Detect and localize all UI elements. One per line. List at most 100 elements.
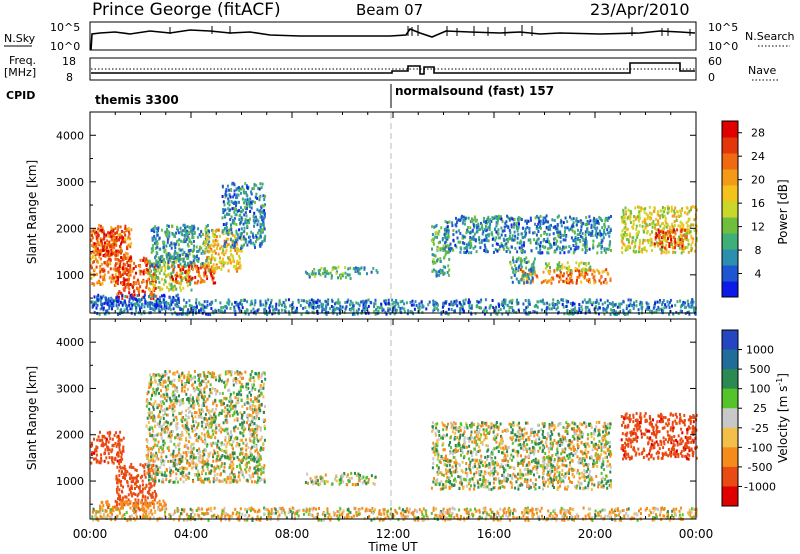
power-echo-cell [366, 272, 368, 276]
power-echo-cell [628, 215, 630, 219]
power-echo-cell [484, 234, 487, 238]
power-echo-cell [144, 271, 147, 274]
power-echo-cell [679, 224, 682, 228]
power-colorbar-swatch [722, 217, 738, 234]
power-echo-cell [157, 263, 160, 267]
power-echo-cell [608, 231, 611, 234]
power-echo-cell [644, 221, 646, 225]
power-echo-cell [235, 231, 238, 235]
velocity-echo-cell [138, 486, 140, 489]
power-echo-cell [100, 296, 103, 300]
velocity-echo-cell [145, 484, 148, 488]
power-echo-cell [239, 264, 242, 268]
power-echo-cell [578, 303, 581, 306]
power-echo-cell [236, 242, 239, 246]
power-echo-cell [539, 299, 542, 303]
velocity-echo-cell [184, 428, 187, 432]
power-echo-cell [607, 231, 610, 235]
power-echo-cell [559, 278, 562, 282]
power-echo-cell [330, 276, 333, 280]
power-echo-cell [197, 249, 200, 253]
power-echo-cell [660, 245, 663, 249]
power-echo-cell [233, 305, 236, 309]
power-echo-cell [238, 254, 240, 258]
power-echo-cell [512, 258, 515, 262]
power-echo-cell [217, 308, 220, 312]
power-echo-cell [145, 285, 148, 289]
velocity-echo-cell [136, 479, 139, 483]
power-echo-cell [284, 298, 287, 302]
power-echo-cell [491, 299, 494, 302]
power-echo-cell [605, 268, 608, 272]
power-echo-cell [455, 299, 458, 303]
power-echo-cell [602, 308, 605, 312]
power-echo-cell [260, 229, 262, 233]
power-echo-cell [249, 303, 252, 307]
power-echo-cell [311, 310, 314, 314]
power-echo-cell [434, 269, 437, 273]
power-echo-cell [448, 268, 451, 272]
power-echo-cell [233, 307, 236, 311]
power-echo-cell [564, 216, 567, 220]
power-echo-cell [568, 245, 571, 249]
power-echo-cell [589, 268, 592, 272]
power-echo-cell [676, 228, 679, 232]
power-echo-cell [509, 250, 512, 254]
power-echo-cell [452, 248, 455, 252]
power-echo-cell [112, 246, 115, 250]
power-echo-cell [168, 231, 171, 235]
power-echo-cell [548, 240, 551, 244]
power-echo-cell [500, 226, 503, 230]
power-echo-cell [592, 219, 595, 223]
power-echo-cell [627, 240, 630, 244]
power-echo-cell [168, 234, 171, 238]
power-echo-cell [442, 246, 445, 250]
velocity-echo-cell [169, 459, 172, 463]
power-echo-cell [133, 276, 136, 280]
power-echo-cell [263, 198, 266, 201]
power-echo-cell [97, 280, 100, 284]
power-echo-cell [171, 224, 174, 228]
power-echo-cell [450, 308, 453, 311]
power-echo-cell [117, 249, 119, 253]
power-echo-cell [654, 237, 657, 241]
power-echo-cell [248, 205, 251, 209]
power-echo-cell [246, 243, 249, 247]
power-echo-cell [344, 266, 347, 270]
power-echo-cell [128, 297, 131, 301]
power-echo-cell [628, 232, 631, 236]
velocity-echo-cell [212, 455, 214, 459]
velocity-echo-cell [115, 431, 117, 435]
power-echo-cell [680, 251, 683, 255]
power-echo-cell [670, 238, 673, 241]
power-echo-cell [98, 229, 101, 233]
power-echo-cell [210, 258, 213, 261]
power-echo-cell [681, 207, 684, 211]
power-echo-cell [357, 267, 360, 270]
power-echo-cell [596, 300, 599, 304]
power-echo-cell [97, 293, 100, 297]
power-echo-cell [93, 260, 95, 264]
power-echo-cell [102, 278, 105, 282]
power-echo-cell [212, 229, 215, 233]
velocity-echo-cell [200, 391, 203, 395]
power-echo-cell [107, 254, 110, 258]
power-echo-cell [397, 302, 400, 306]
power-echo-cell [433, 305, 436, 309]
power-echo-cell [234, 312, 237, 316]
power-echo-cell [497, 231, 500, 235]
power-echo-cell [481, 223, 484, 227]
power-echo-cell [556, 245, 559, 249]
power-echo-cell [152, 307, 155, 311]
power-echo-cell [512, 260, 515, 264]
power-echo-cell [692, 223, 695, 227]
power-echo-cell [149, 297, 152, 301]
power-echo-cell [211, 228, 214, 232]
power-echo-cell [532, 266, 535, 270]
power-echo-cell [174, 256, 177, 260]
power-echo-cell [127, 264, 130, 268]
power-echo-cell [359, 272, 361, 276]
power-echo-cell [606, 304, 609, 308]
power-echo-cell [172, 263, 175, 266]
